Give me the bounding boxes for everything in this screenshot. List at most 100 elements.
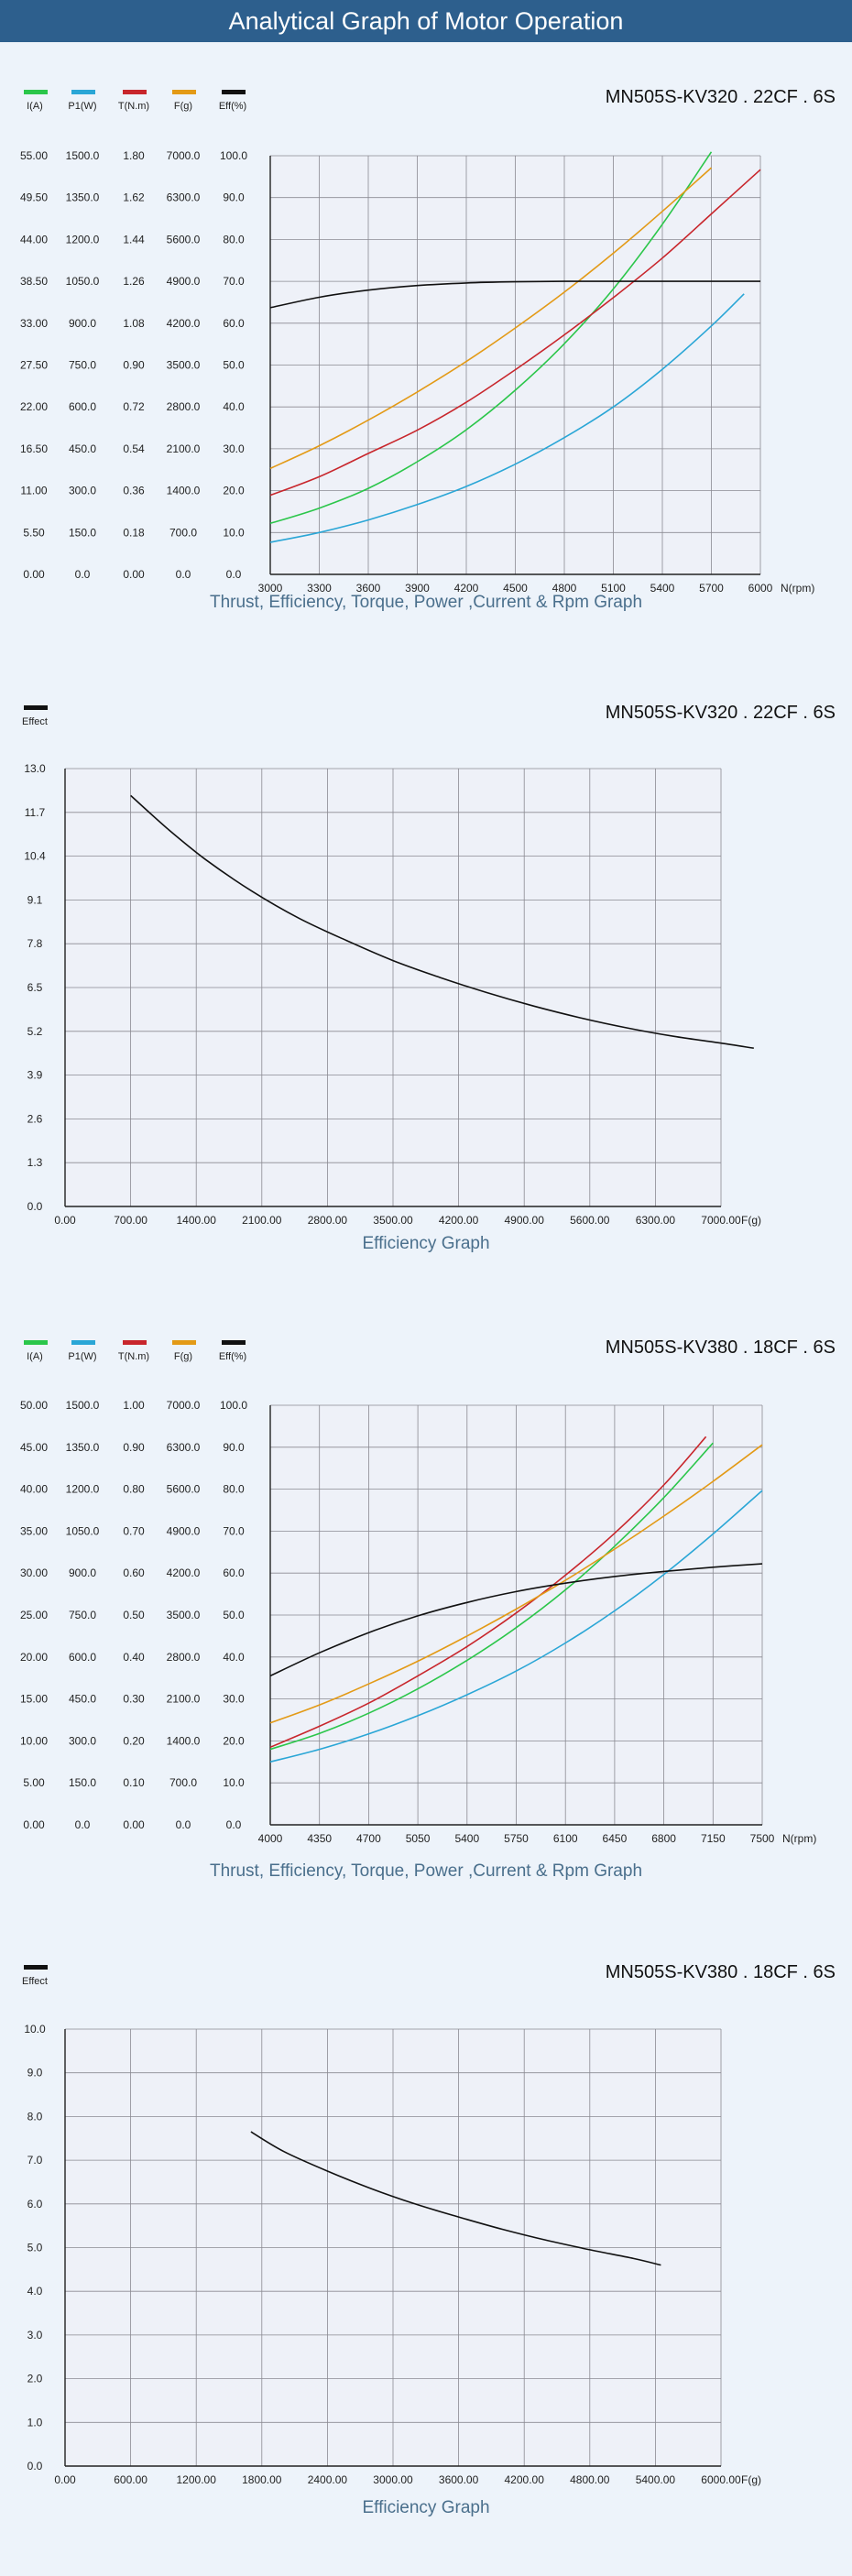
y-tick-label: 20.0	[223, 485, 245, 497]
series-line	[269, 1490, 763, 1763]
y-tick-label: 30.00	[20, 1566, 48, 1579]
legend-swatch	[24, 705, 48, 710]
x-tick-label: 1200.00	[177, 2473, 217, 2486]
x-tick-label: 5100	[601, 582, 626, 595]
chart-caption: Efficiency Graph	[362, 2498, 489, 2517]
y-tick-label: 450.0	[69, 1693, 96, 1706]
x-tick-label: 6800	[651, 1832, 676, 1845]
chart-title: MN505S-KV320 . 22CF . 6S	[606, 87, 836, 107]
y-tick-label: 16.50	[20, 442, 48, 455]
chart-caption: Thrust, Efficiency, Torque, Power ,Curre…	[210, 593, 642, 612]
x-tick-label: 3600.00	[439, 2473, 479, 2486]
y-tick-label: 10.0	[223, 526, 245, 539]
series-line	[269, 169, 761, 497]
x-tick-label: 5050	[406, 1832, 431, 1845]
legend-label: Effect	[22, 1976, 48, 1987]
y-tick-label: 22.00	[20, 400, 48, 413]
y-tick-label: 4200.0	[167, 1566, 201, 1579]
x-tick-label: 2800.00	[308, 1214, 348, 1227]
y-tick-label: 1050.0	[66, 1524, 100, 1537]
y-tick-label: 1.26	[123, 275, 145, 288]
y-tick-label: 50.0	[223, 359, 245, 372]
y-tick-label: 0.90	[123, 1441, 145, 1454]
x-tick-label: 3300	[307, 582, 332, 595]
y-tick-label: 44.00	[20, 233, 48, 246]
y-tick-label: 1500.0	[66, 1399, 100, 1412]
y-tick-label: 40.00	[20, 1483, 48, 1496]
x-tick-label: 3900	[405, 582, 430, 595]
x-tick-label: 5400.00	[636, 2473, 676, 2486]
y-tick-label: 7000.0	[167, 1399, 201, 1412]
legend-label: I(A)	[27, 1351, 43, 1362]
series-line	[269, 293, 745, 543]
y-tick-label: 100.0	[220, 1399, 247, 1412]
x-tick-label: 5750	[504, 1832, 529, 1845]
y-tick-label: 100.0	[220, 149, 247, 162]
y-tick-label: 1200.0	[66, 1483, 100, 1496]
y-tick-label: 600.0	[69, 400, 96, 413]
charts-container: 3000 3300 3600 3900 4200 4500 4800 5100 5400 5700…	[0, 42, 852, 2576]
y-tick-label: 0.18	[123, 526, 145, 539]
y-tick-label: 0.0	[226, 1818, 242, 1831]
chart-title: MN505S-KV380 . 18CF . 6S	[606, 1962, 836, 1982]
y-tick-label: 10.00	[20, 1734, 48, 1747]
legend-swatch	[222, 90, 246, 94]
y-tick-label: 15.00	[20, 1693, 48, 1706]
y-tick-label: 2800.0	[167, 400, 201, 413]
y-tick-label: 60.0	[223, 1566, 245, 1579]
y-tick-label: 0.36	[123, 485, 145, 497]
y-tick-label: 70.0	[223, 1524, 245, 1537]
y-tick-label: 5600.0	[167, 233, 201, 246]
y-tick-label: 1350.0	[66, 191, 100, 204]
x-tick-label: 6000	[748, 582, 773, 595]
y-tick-label: 1.0	[27, 2416, 43, 2429]
x-tick-label: 3500.00	[373, 1214, 413, 1227]
x-tick-label: 3000	[258, 582, 283, 595]
legend-swatch	[71, 90, 95, 94]
y-tick-label: 1.00	[123, 1399, 145, 1412]
y-tick-label: 0.30	[123, 1693, 145, 1706]
y-tick-label: 60.0	[223, 317, 245, 330]
series-line	[269, 167, 713, 470]
y-tick-label: 9.1	[27, 893, 43, 906]
x-tick-label: 4200.00	[505, 2473, 545, 2486]
chart-caption: Efficiency Graph	[362, 1234, 489, 1253]
chart-1: 3000 3300 3600 3900 4200 4500 4800 5100 5400 5700…	[20, 87, 836, 612]
x-tick-label: 600.00	[114, 2473, 147, 2486]
y-tick-label: 25.00	[20, 1609, 48, 1621]
y-tick-label: 150.0	[69, 526, 96, 539]
y-tick-label: 1.08	[123, 317, 145, 330]
y-tick-label: 0.72	[123, 400, 145, 413]
x-tick-label: 6300.00	[636, 1214, 676, 1227]
series-line	[269, 280, 760, 309]
chart-2: 0.00 700.00 1400.00 2100.00 2800.00 3500.00 42…	[22, 703, 836, 1253]
y-tick-label: 30.0	[223, 1693, 245, 1706]
y-tick-label: 11.00	[20, 485, 47, 497]
x-tick-label: 4350	[307, 1832, 332, 1845]
x-tick-label: 3000.00	[373, 2473, 413, 2486]
y-tick-label: 55.00	[20, 149, 48, 162]
y-tick-label: 1050.0	[66, 275, 100, 288]
y-tick-label: 150.0	[69, 1776, 96, 1789]
y-tick-label: 0.00	[23, 568, 45, 581]
x-tick-label: 4800	[552, 582, 577, 595]
y-tick-label: 900.0	[69, 317, 96, 330]
x-tick-label: 5400	[650, 582, 675, 595]
y-tick-label: 0.0	[75, 568, 91, 581]
y-tick-label: 0.90	[123, 359, 145, 372]
x-tick-label: 1800.00	[242, 2473, 282, 2486]
legend-swatch	[172, 1340, 196, 1345]
y-tick-label: 1.62	[123, 191, 145, 204]
y-tick-label: 1500.0	[66, 149, 100, 162]
y-tick-label: 0.80	[123, 1483, 145, 1496]
y-tick-label: 700.0	[169, 526, 197, 539]
y-tick-label: 750.0	[69, 1609, 96, 1621]
y-tick-label: 1.3	[27, 1156, 43, 1169]
y-tick-label: 2.6	[27, 1112, 43, 1125]
y-tick-label: 20.0	[223, 1734, 245, 1747]
chart-4: 0.00 600.00 1200.00 1800.00 2400.00 3000.00 36…	[22, 1962, 836, 2517]
x-tick-label: 4700	[356, 1832, 381, 1845]
y-tick-label: 4.0	[27, 2285, 43, 2298]
y-tick-label: 0.60	[123, 1566, 145, 1579]
y-tick-label: 4900.0	[167, 275, 201, 288]
